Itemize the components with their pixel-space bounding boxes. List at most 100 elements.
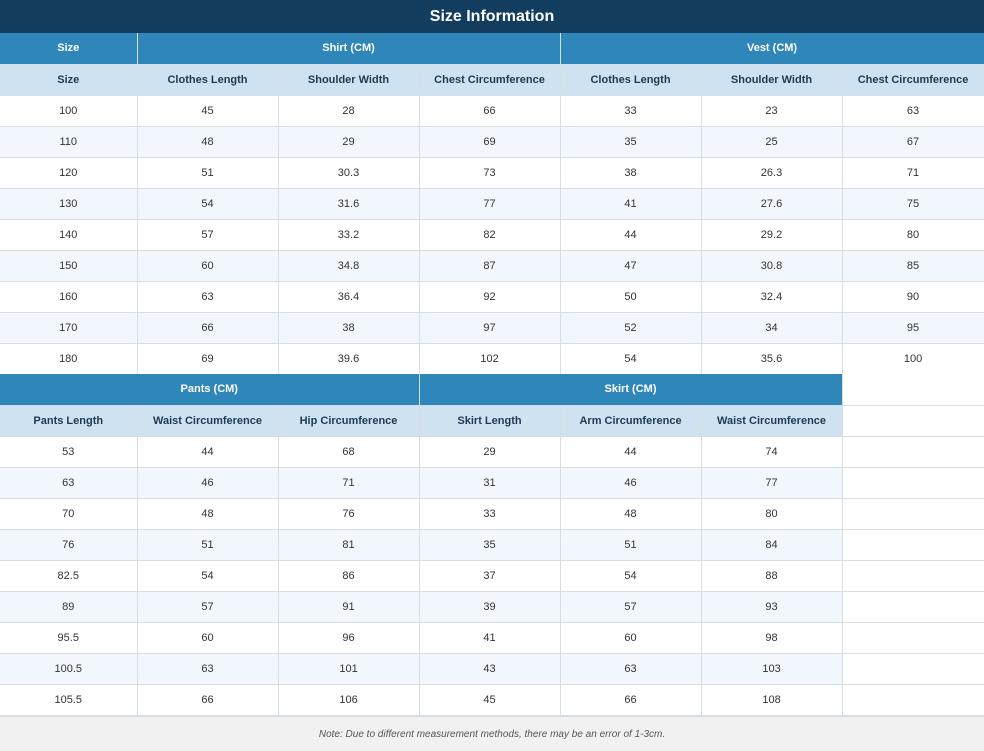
table-cell: 77 bbox=[419, 188, 561, 220]
table-cell: 33.2 bbox=[278, 219, 420, 251]
empty-cell bbox=[842, 374, 984, 406]
table-cell: 100 bbox=[0, 95, 138, 127]
table-cell: 48 bbox=[137, 126, 279, 158]
table-cell: 68 bbox=[278, 436, 420, 468]
table-cell: 69 bbox=[419, 126, 561, 158]
table-cell: 54 bbox=[137, 188, 279, 220]
group-header-vest: Vest (CM) bbox=[560, 33, 984, 65]
table-row: 63 46 71 31 46 77 bbox=[0, 467, 984, 499]
table-cell: 63 bbox=[137, 281, 279, 313]
empty-cell bbox=[842, 529, 984, 561]
table-cell: 71 bbox=[842, 157, 984, 189]
table-cell: 30.8 bbox=[701, 250, 843, 282]
table-cell: 96 bbox=[278, 622, 420, 654]
table-cell: 101 bbox=[278, 653, 420, 685]
table-cell: 45 bbox=[419, 684, 561, 716]
table-cell: 89 bbox=[0, 591, 138, 623]
table-cell: 67 bbox=[842, 126, 984, 158]
group-header-shirt: Shirt (CM) bbox=[137, 33, 561, 65]
table-cell: 108 bbox=[701, 684, 843, 716]
table-row: 180 69 39.6 102 54 35.6 100 bbox=[0, 343, 984, 375]
table-cell: 35 bbox=[560, 126, 702, 158]
table-cell: 39 bbox=[419, 591, 561, 623]
empty-cell bbox=[842, 684, 984, 716]
table-cell: 120 bbox=[0, 157, 138, 189]
table-cell: 66 bbox=[419, 95, 561, 127]
table-cell: 92 bbox=[419, 281, 561, 313]
table-cell: 77 bbox=[701, 467, 843, 499]
table-cell: 30.3 bbox=[278, 157, 420, 189]
table-cell: 80 bbox=[701, 498, 843, 530]
table-cell: 57 bbox=[560, 591, 702, 623]
empty-cell bbox=[842, 405, 984, 437]
table-cell: 140 bbox=[0, 219, 138, 251]
column-header: Waist Circumference bbox=[137, 405, 279, 437]
table-cell: 88 bbox=[701, 560, 843, 592]
table-cell: 103 bbox=[701, 653, 843, 685]
table-cell: 63 bbox=[842, 95, 984, 127]
table-row: 82.5 54 86 37 54 88 bbox=[0, 560, 984, 592]
table-cell: 80 bbox=[842, 219, 984, 251]
column-header: Clothes Length bbox=[137, 64, 279, 96]
table-cell: 76 bbox=[0, 529, 138, 561]
table-cell: 51 bbox=[137, 529, 279, 561]
group-header-pants: Pants (CM) bbox=[0, 374, 420, 406]
table-cell: 25 bbox=[701, 126, 843, 158]
table-cell: 180 bbox=[0, 343, 138, 375]
table-cell: 57 bbox=[137, 591, 279, 623]
table-row: 70 48 76 33 48 80 bbox=[0, 498, 984, 530]
table-cell: 60 bbox=[560, 622, 702, 654]
table-cell: 97 bbox=[419, 312, 561, 344]
table-cell: 76 bbox=[278, 498, 420, 530]
column-header: Arm Circumference bbox=[560, 405, 702, 437]
table-cell: 90 bbox=[842, 281, 984, 313]
table-cell: 57 bbox=[137, 219, 279, 251]
table-cell: 46 bbox=[560, 467, 702, 499]
table-cell: 54 bbox=[137, 560, 279, 592]
column-header: Clothes Length bbox=[560, 64, 702, 96]
table-cell: 95 bbox=[842, 312, 984, 344]
table-cell: 35 bbox=[419, 529, 561, 561]
table-row: 105.5 66 106 45 66 108 bbox=[0, 684, 984, 716]
table-cell: 82.5 bbox=[0, 560, 138, 592]
column-header: Shoulder Width bbox=[278, 64, 420, 96]
table-cell: 105.5 bbox=[0, 684, 138, 716]
table-cell: 91 bbox=[278, 591, 420, 623]
table-cell: 32.4 bbox=[701, 281, 843, 313]
table-cell: 87 bbox=[419, 250, 561, 282]
table-cell: 28 bbox=[278, 95, 420, 127]
table-cell: 37 bbox=[419, 560, 561, 592]
column-header: Chest Circumference bbox=[842, 64, 984, 96]
table-cell: 81 bbox=[278, 529, 420, 561]
table-cell: 102 bbox=[419, 343, 561, 375]
table-row: 150 60 34.8 87 47 30.8 85 bbox=[0, 250, 984, 282]
table-row: 95.5 60 96 41 60 98 bbox=[0, 622, 984, 654]
table-cell: 36.4 bbox=[278, 281, 420, 313]
table-cell: 35.6 bbox=[701, 343, 843, 375]
table-cell: 100.5 bbox=[0, 653, 138, 685]
table-cell: 48 bbox=[560, 498, 702, 530]
column-header: Hip Circumference bbox=[278, 405, 420, 437]
table-row: 120 51 30.3 73 38 26.3 71 bbox=[0, 157, 984, 189]
pants-skirt-table: Pants (CM) Skirt (CM) Pants Length Waist … bbox=[0, 374, 984, 716]
table-cell: 71 bbox=[278, 467, 420, 499]
table-cell: 23 bbox=[701, 95, 843, 127]
table-cell: 27.6 bbox=[701, 188, 843, 220]
table-cell: 69 bbox=[137, 343, 279, 375]
table-cell: 44 bbox=[560, 436, 702, 468]
table-row: 76 51 81 35 51 84 bbox=[0, 529, 984, 561]
empty-cell bbox=[842, 498, 984, 530]
table-cell: 46 bbox=[137, 467, 279, 499]
column-header: Skirt Length bbox=[419, 405, 561, 437]
table-cell: 44 bbox=[137, 436, 279, 468]
empty-cell bbox=[842, 653, 984, 685]
table-cell: 130 bbox=[0, 188, 138, 220]
group-header-size: Size bbox=[0, 33, 138, 65]
table-cell: 95.5 bbox=[0, 622, 138, 654]
table-cell: 38 bbox=[560, 157, 702, 189]
table-cell: 53 bbox=[0, 436, 138, 468]
table-cell: 75 bbox=[842, 188, 984, 220]
empty-cell bbox=[842, 467, 984, 499]
table-cell: 63 bbox=[137, 653, 279, 685]
